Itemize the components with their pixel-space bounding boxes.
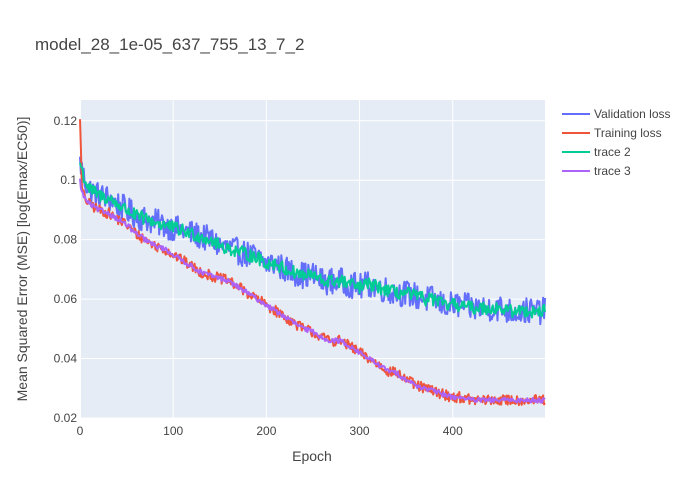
y-tick-label: 0.08: [54, 233, 78, 247]
y-axis-title: Mean Squared Error (MSE) [log(Emax/EC50)…: [14, 117, 30, 402]
legend-label: Training loss: [594, 126, 662, 140]
y-tick-label: 0.12: [54, 114, 78, 128]
series-line-0: [79, 156, 546, 326]
x-tick-label: 200: [256, 424, 276, 438]
chart-title: model_28_1e-05_637_755_13_7_2: [35, 35, 304, 54]
y-tick-label: 0.06: [54, 292, 78, 306]
series-line-2: [79, 162, 546, 319]
legend: Validation loss Training loss trace 2 trace…: [562, 107, 671, 178]
y-tick-label: 0.04: [54, 352, 78, 366]
x-tick-label: 400: [443, 424, 463, 438]
x-tick-label: 0: [77, 424, 84, 438]
tick-labels: 0 100 200 300 400 0.02 0.04 0.06 0.08 0.1 0.12: [54, 114, 463, 438]
series-lines: [79, 119, 546, 407]
x-axis-title: Epoch: [292, 448, 332, 464]
legend-label: trace 2: [594, 145, 631, 159]
series-line-1: [79, 119, 546, 407]
y-tick-label: 0.02: [54, 411, 78, 425]
x-tick-label: 300: [350, 424, 370, 438]
plot-area: [80, 100, 545, 418]
x-tick-label: 100: [163, 424, 183, 438]
legend-label: Validation loss: [594, 107, 671, 121]
series-line-3: [79, 178, 546, 404]
y-tick-label: 0.1: [60, 173, 77, 187]
legend-label: trace 3: [594, 164, 631, 178]
